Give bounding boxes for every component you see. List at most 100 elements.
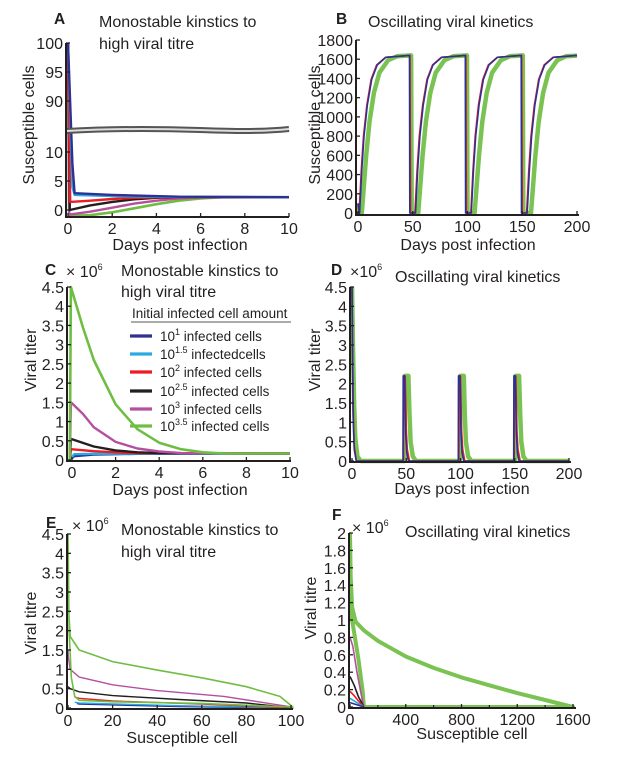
- series-line-magenta: [67, 649, 294, 708]
- x-tick-label: 150: [509, 219, 536, 236]
- panel-letter: F: [332, 507, 341, 524]
- y-tick-label: 0.5: [325, 435, 347, 452]
- x-tick-label: 8: [242, 465, 251, 482]
- y-tick-label: 0: [54, 203, 63, 220]
- x-tick-label: 200: [564, 219, 591, 236]
- y-tick-label: 1: [337, 613, 346, 630]
- x-tick-label: 4: [155, 465, 164, 482]
- chart-title-line: Monostable kinstics to: [121, 522, 279, 539]
- x-tick-label: 0: [346, 712, 355, 729]
- y-tick-label: 1.5: [42, 643, 64, 660]
- y-tick-label: 90: [45, 94, 63, 111]
- y-tick-label: 1: [55, 415, 64, 432]
- series-line-red: [349, 690, 365, 708]
- x-axis-label: Days post infection: [400, 237, 535, 254]
- legend-item: 102.5 infected cells: [130, 382, 270, 399]
- x-tick-label: 2: [108, 221, 117, 238]
- legend-item: 101.5 infectedcells: [130, 345, 266, 362]
- y-tick-label: 0: [337, 700, 346, 717]
- panel-letter: D: [331, 262, 342, 279]
- legend-label: 102 infected cells: [160, 363, 262, 380]
- x-tick-label: 400: [392, 712, 419, 729]
- axis-break-inner: [65, 128, 290, 132]
- y-tick-label: 0: [55, 453, 64, 470]
- series-line-navy: [349, 701, 365, 708]
- x-tick-label: 0: [64, 221, 73, 238]
- panel-c: 0 2 4 6 8 1000.511.522.533.544.5: [42, 280, 299, 482]
- legend-item: 103 infected cells: [130, 400, 262, 417]
- y-tick-label: 1200: [317, 91, 353, 108]
- y-tick-label: 3: [338, 338, 347, 355]
- y-axis-label: Susceptible cells: [21, 65, 38, 184]
- y-tick-label: 2: [338, 377, 347, 394]
- x-tick-label: 20: [104, 713, 122, 730]
- y-tick-label: 400: [326, 168, 353, 185]
- series-line-navy: [66, 42, 290, 199]
- y-tick-label: 0.6: [324, 648, 346, 665]
- x-tick-label: 10: [281, 465, 299, 482]
- x-tick-label: 1200: [499, 712, 535, 729]
- x-axis-label: Days post infection: [112, 482, 247, 499]
- y-tick-label: 10: [45, 145, 63, 162]
- legend-item: 102 infected cells: [130, 363, 262, 380]
- legend-label: 101 infected cells: [160, 327, 262, 344]
- legend-item: 101 infected cells: [130, 327, 262, 344]
- chart-title-line: Oscillating viral kinetics: [405, 524, 570, 541]
- x-axis-label: Days post infection: [112, 237, 247, 254]
- legend-label: 101.5 infectedcells: [160, 345, 266, 362]
- x-tick-label: 0: [348, 466, 357, 483]
- y-tick-label: 1: [55, 662, 64, 679]
- y-tick-label: 1600: [317, 52, 353, 69]
- y-axis-label: Viral titre: [23, 591, 40, 654]
- y-tick-label: 4: [55, 299, 64, 316]
- x-tick-label: 4: [152, 221, 161, 238]
- y-tick-label: 3: [55, 585, 64, 602]
- x-tick-label: 100: [454, 219, 481, 236]
- y-tick-label: 1.6: [324, 561, 346, 578]
- panel-f: 0 400 800 1200 1600 00.20.40.60.811.21.41.61.…: [324, 526, 591, 729]
- y-tick-label: 5: [54, 174, 63, 191]
- x-tick-label: 40: [148, 713, 166, 730]
- series-line-green: [355, 53, 578, 216]
- y-tick-label: 1.4: [324, 578, 346, 595]
- x-tick-label: 0: [354, 219, 363, 236]
- y-tick-label: 1: [338, 415, 347, 432]
- series-line-magenta: [349, 637, 365, 708]
- y-tick-label: 4.5: [42, 280, 64, 297]
- y-tick-label: 0: [344, 206, 353, 223]
- y-tick-label: 95: [45, 65, 63, 82]
- axis-multiplier: × 106: [66, 262, 103, 281]
- panel-c-labels: C × 106 Monostable kinstics to high vira…: [23, 262, 279, 499]
- y-axis-label: Susceptible cells: [307, 65, 324, 184]
- panel-f-labels: F × 106 Oscillating viral kinetics Susce…: [303, 507, 570, 743]
- chart-title-line: high viral titre: [99, 36, 194, 53]
- legend: Initial infected cell amount 101 infecte…: [130, 306, 291, 434]
- y-tick-label: 1.2: [324, 596, 346, 613]
- y-tick-label: 4: [338, 299, 347, 316]
- chart-title-line: Oscillating viral kinetics: [395, 269, 560, 286]
- series-line-navy: [357, 54, 578, 214]
- panel-b: 0 50 100 150 2000200400600800100012001400160…: [317, 33, 590, 236]
- x-tick-label: 80: [238, 713, 256, 730]
- x-tick-label: 2: [111, 465, 120, 482]
- chart-title-line: Monostable kinstics to: [121, 263, 279, 280]
- x-tick-label: 150: [501, 466, 528, 483]
- series-line-cyan: [349, 697, 365, 708]
- panel-letter: B: [336, 11, 347, 28]
- y-tick-label: 100: [36, 36, 63, 53]
- y-tick-label: 2: [55, 624, 64, 641]
- series-line-magenta: [68, 401, 291, 461]
- panel-letter: A: [54, 11, 65, 28]
- axis-multiplier: × 106: [352, 518, 389, 537]
- panel-letter: C: [45, 262, 56, 279]
- y-tick-label: 1800: [317, 33, 353, 50]
- y-tick-label: 4: [55, 546, 64, 563]
- axis-multiplier: × 106: [72, 516, 109, 535]
- panel-d-labels: D ×106 Oscillating viral kinetics Days p…: [307, 262, 560, 498]
- y-tick-label: 4.5: [325, 280, 347, 297]
